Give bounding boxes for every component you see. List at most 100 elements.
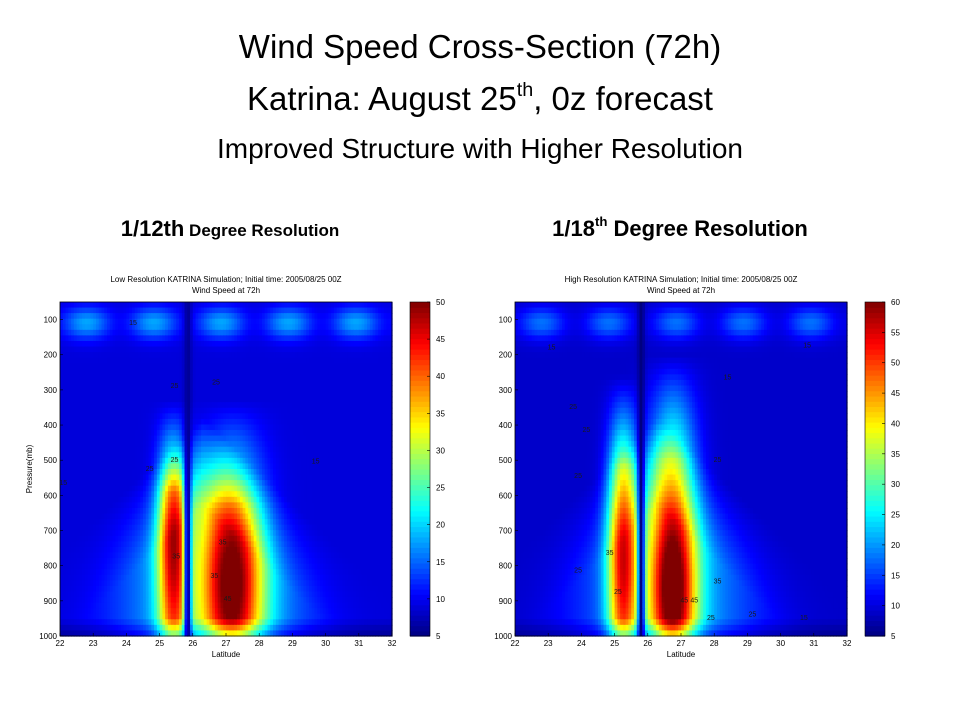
heatmap-cell — [261, 469, 266, 476]
heatmap-cell — [62, 435, 67, 442]
heatmap-cell — [364, 368, 368, 375]
heatmap-cell — [306, 368, 310, 375]
heatmap-cell — [84, 435, 89, 442]
heatmap-cell — [380, 507, 385, 515]
heatmap-cell — [60, 424, 64, 431]
heatmap-cell — [231, 396, 235, 403]
heatmap-cell — [259, 385, 263, 392]
heatmap-cell — [300, 469, 305, 476]
heatmap-cell — [372, 335, 376, 342]
heatmap-cell — [303, 346, 307, 353]
heatmap-cell — [184, 424, 188, 431]
heatmap-cell — [68, 346, 72, 353]
heatmap-cell — [369, 324, 374, 331]
heatmap-cell — [209, 457, 213, 465]
heatmap-cell — [184, 513, 188, 520]
heatmap-cell — [90, 368, 94, 375]
heatmap-cell — [389, 485, 393, 492]
heatmap-cell — [129, 396, 133, 403]
heatmap-cell — [333, 418, 338, 426]
heatmap-cell — [320, 502, 324, 509]
heatmap-cell — [250, 346, 255, 353]
heatmap-cell — [131, 446, 136, 453]
heatmap-cell — [311, 474, 316, 481]
heatmap-cell — [214, 491, 219, 498]
heatmap-cell — [353, 496, 357, 503]
heatmap-cell — [297, 441, 302, 448]
heatmap-cell — [281, 430, 285, 437]
heatmap-cell — [342, 435, 346, 442]
heatmap-cell — [292, 457, 296, 465]
heatmap-cell — [295, 318, 299, 325]
heatmap-cell — [123, 302, 127, 309]
heatmap-cell — [303, 402, 307, 409]
heatmap-cell — [380, 469, 385, 476]
heatmap-cell — [286, 446, 291, 453]
heatmap-cell — [286, 307, 291, 314]
heatmap-cell — [159, 418, 163, 426]
heatmap-cell — [93, 435, 97, 442]
heatmap-cell — [259, 496, 263, 503]
heatmap-cell — [170, 452, 175, 459]
heatmap-cell — [184, 435, 188, 442]
heatmap-cell — [303, 363, 307, 370]
heatmap-cell — [109, 324, 114, 331]
heatmap-cell — [344, 329, 349, 336]
heatmap-cell — [190, 480, 194, 487]
heatmap-cell — [220, 435, 224, 442]
heatmap-cell — [112, 368, 116, 375]
heatmap-cell — [361, 324, 365, 331]
heatmap-cell — [317, 368, 321, 375]
heatmap-cell — [389, 335, 393, 342]
heatmap-cell — [311, 368, 316, 375]
heatmap-cell — [134, 402, 139, 409]
heatmap-cell — [195, 446, 199, 453]
slide-title-line-1: Wind Speed Cross-Section (72h) — [238, 28, 722, 65]
heatmap-cell — [239, 302, 244, 309]
heatmap-cell — [339, 474, 343, 481]
heatmap-cell — [115, 402, 119, 409]
heatmap-cell — [209, 513, 213, 520]
heatmap-cell — [178, 485, 183, 492]
heatmap-cell — [192, 424, 197, 431]
heatmap-cell — [101, 502, 105, 509]
heatmap-cell — [333, 307, 338, 314]
heatmap-cell — [68, 457, 72, 465]
heatmap-cell — [101, 318, 105, 325]
heatmap-cell — [129, 402, 133, 409]
heatmap-cell — [336, 385, 341, 392]
heatmap-cell — [220, 430, 224, 437]
heatmap-cell — [336, 407, 341, 414]
heatmap-cell — [245, 407, 249, 414]
heatmap-cell — [87, 524, 92, 531]
slide-subtitle: Improved Structure with Higher Resolutio… — [216, 133, 743, 164]
heatmap-cell — [181, 457, 186, 465]
heatmap-cell — [181, 463, 186, 470]
heatmap-cell — [350, 496, 354, 503]
heatmap-cell — [209, 441, 213, 448]
heatmap-cell — [289, 474, 293, 481]
heatmap-cell — [256, 324, 260, 331]
heatmap-cell — [101, 530, 105, 537]
heatmap-cell — [231, 452, 235, 459]
heatmap-cell — [137, 413, 141, 420]
heatmap-cell — [226, 513, 230, 520]
heatmap-cell — [248, 446, 252, 453]
heatmap-cell — [184, 407, 188, 414]
heatmap-cell — [297, 340, 302, 348]
heatmap-cell — [123, 485, 127, 492]
heatmap-cell — [93, 424, 97, 431]
heatmap-cell — [342, 463, 346, 470]
heatmap-cell — [270, 374, 274, 381]
heatmap-cell — [333, 519, 338, 526]
heatmap-cell — [314, 379, 318, 387]
heatmap-cell — [226, 480, 230, 487]
heatmap-cell — [101, 424, 105, 431]
heatmap-cell — [223, 379, 227, 387]
heatmap-cell — [380, 474, 385, 481]
heatmap-cell — [361, 519, 365, 526]
heatmap-cell — [231, 346, 235, 353]
heatmap-cell — [104, 402, 108, 409]
heatmap-cell — [123, 363, 127, 370]
heatmap-cell — [234, 413, 238, 420]
